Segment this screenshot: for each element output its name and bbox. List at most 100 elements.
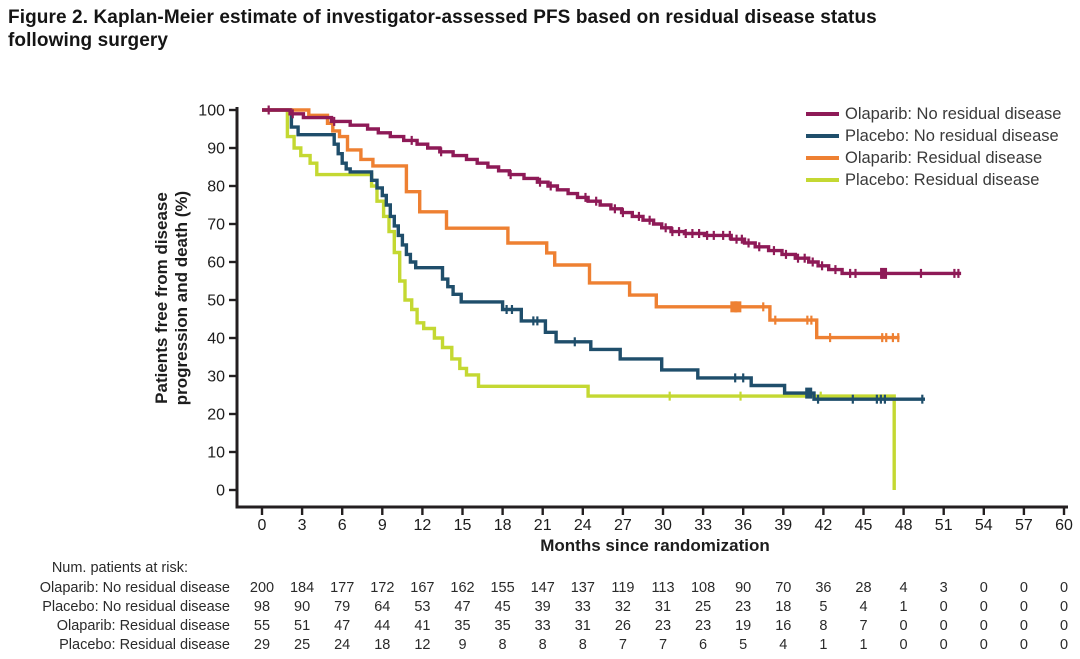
risk-row-label: Placebo: Residual disease: [59, 637, 230, 653]
risk-cell: 0: [979, 618, 988, 634]
risk-cell: 0: [979, 637, 988, 653]
risk-cell: 98: [253, 599, 271, 615]
y-tick-label: 0: [216, 483, 225, 500]
risk-cell: 23: [654, 618, 672, 634]
risk-cell: 0: [1019, 637, 1028, 653]
risk-cell: 3: [939, 580, 948, 596]
km-curve-placebo-no-residual-disease: [262, 108, 925, 401]
risk-cell: 0: [1059, 618, 1069, 634]
risk-cell: 0: [899, 618, 908, 634]
risk-cell: 33: [574, 599, 591, 615]
km-curve-placebo-residual-disease: [262, 108, 896, 490]
y-tick-label: 20: [207, 407, 225, 424]
risk-cell: 8: [819, 618, 828, 634]
risk-cell: 35: [454, 618, 471, 634]
risk-cell: 55: [253, 618, 271, 634]
legend-item: Olaparib: No residual disease: [806, 103, 1061, 125]
risk-cell: 90: [294, 599, 311, 615]
risk-cell: 0: [939, 599, 948, 615]
legend-label: Olaparib: No residual disease: [845, 104, 1062, 123]
figure-title: Figure 2. Kaplan-Meier estimate of inves…: [8, 6, 1048, 52]
legend-label: Olaparib: Residual disease: [845, 148, 1043, 167]
risk-cell: 108: [690, 580, 716, 596]
risk-cell: 1: [859, 637, 868, 653]
risk-table-header: Num. patients at risk:: [51, 560, 188, 576]
risk-cell: 51: [294, 618, 311, 634]
risk-cell: 5: [739, 637, 748, 653]
risk-cell: 147: [530, 580, 555, 596]
risk-cell: 0: [939, 618, 948, 634]
legend-line-swatch: [806, 112, 839, 116]
risk-cell: 200: [249, 580, 275, 596]
risk-cell: 32: [614, 599, 631, 615]
x-tick-label: 57: [1015, 517, 1033, 534]
risk-cell: 45: [494, 599, 511, 615]
risk-table-row: Olaparib: Residual disease 55 51 47 44 41 35 35…: [0, 618, 1080, 636]
risk-cell: 31: [654, 599, 672, 615]
x-tick-label: 30: [654, 517, 672, 534]
risk-cell: 5: [819, 599, 828, 615]
risk-cell: 25: [294, 637, 311, 653]
figure-title-line1: Figure 2. Kaplan-Meier estimate of inves…: [8, 7, 877, 28]
risk-cell: 26: [614, 618, 631, 634]
risk-row-label: Olaparib: No residual disease: [39, 580, 230, 596]
x-tick-label: 54: [975, 517, 993, 534]
legend: Olaparib: No residual disease Placebo: N…: [806, 103, 1061, 191]
risk-cell: 119: [611, 580, 635, 596]
risk-cell: 19: [735, 618, 752, 634]
y-tick-label: 70: [207, 217, 225, 234]
x-tick-label: 21: [534, 517, 552, 534]
x-tick-label: 0: [258, 517, 267, 534]
risk-cell: 8: [498, 637, 507, 653]
risk-cell: 0: [979, 580, 988, 596]
risk-cell: 23: [695, 618, 712, 634]
legend-line-swatch: [806, 178, 839, 182]
x-tick-label: 60: [1055, 517, 1073, 534]
risk-cell: 64: [374, 599, 391, 615]
risk-cell: 0: [899, 637, 908, 653]
figure-title-line2: following surgery: [8, 30, 169, 52]
legend-item: Olaparib: Residual disease: [806, 147, 1061, 169]
risk-table-row: Placebo: No residual disease 98 90 79 64 53 47…: [0, 599, 1080, 617]
axes: [235, 107, 1068, 509]
risk-cell: 39: [534, 599, 551, 615]
legend-line-swatch: [806, 156, 839, 160]
risk-cell: 8: [538, 637, 547, 653]
risk-cell: 0: [1059, 637, 1069, 653]
x-tick-label: 33: [694, 517, 712, 534]
y-tick-label: 60: [207, 255, 225, 272]
risk-cell: 28: [855, 580, 872, 596]
x-tick-label: 45: [855, 517, 873, 534]
risk-cell: 1: [819, 637, 828, 653]
risk-cell: 1: [899, 599, 908, 615]
x-tick-label: 9: [378, 517, 387, 534]
risk-cell: 25: [695, 599, 712, 615]
risk-cell: 4: [779, 637, 788, 653]
x-tick-label: 15: [454, 517, 472, 534]
risk-cell: 162: [450, 580, 475, 596]
risk-cell: 24: [334, 637, 351, 653]
legend-label: Placebo: Residual disease: [845, 170, 1040, 189]
risk-cell: 70: [775, 580, 792, 596]
risk-cell: 36: [815, 580, 832, 596]
risk-cell: 7: [618, 637, 627, 653]
x-tick-label: 48: [895, 517, 913, 534]
x-tick-label: 18: [494, 517, 512, 534]
risk-cell: 29: [253, 637, 271, 653]
risk-cell: 79: [334, 599, 351, 615]
risk-cell: 47: [454, 599, 471, 615]
risk-cell: 177: [330, 580, 355, 596]
x-tick-label: 12: [414, 517, 432, 534]
y-tick-label: 50: [207, 293, 225, 310]
risk-cell: 8: [578, 637, 587, 653]
risk-cell: 9: [458, 637, 467, 653]
risk-cell: 47: [334, 618, 351, 634]
risk-cell: 7: [859, 618, 868, 634]
risk-cell: 0: [1019, 599, 1028, 615]
risk-cell: 90: [735, 580, 752, 596]
risk-cell: 0: [1059, 599, 1069, 615]
risk-cell: 0: [979, 599, 988, 615]
risk-cell: 18: [775, 599, 792, 615]
